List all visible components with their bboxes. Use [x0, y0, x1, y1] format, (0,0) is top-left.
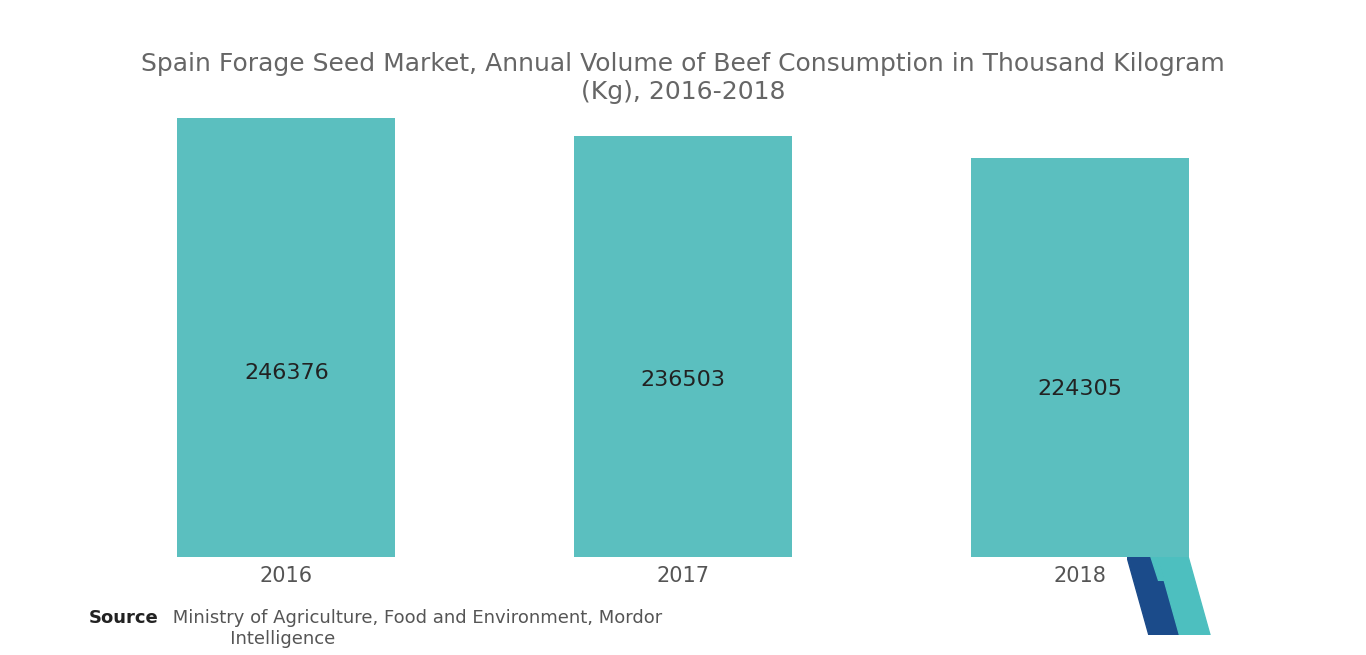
Text: Spain Forage Seed Market, Annual Volume of Beef Consumption in Thousand Kilogram: Spain Forage Seed Market, Annual Volume …	[141, 52, 1225, 104]
Bar	[970, 158, 1188, 557]
Polygon shape	[1150, 557, 1165, 580]
Text: 246376: 246376	[245, 363, 329, 383]
Polygon shape	[1127, 557, 1179, 635]
Text: 224305: 224305	[1037, 379, 1121, 399]
Bar	[178, 119, 396, 557]
Polygon shape	[1157, 557, 1210, 635]
Text: 236503: 236503	[641, 370, 725, 390]
Text: Ministry of Agriculture, Food and Environment, Mordor
           Intelligence: Ministry of Agriculture, Food and Enviro…	[167, 609, 663, 648]
Text: Source: Source	[89, 609, 158, 627]
Bar	[574, 136, 792, 557]
